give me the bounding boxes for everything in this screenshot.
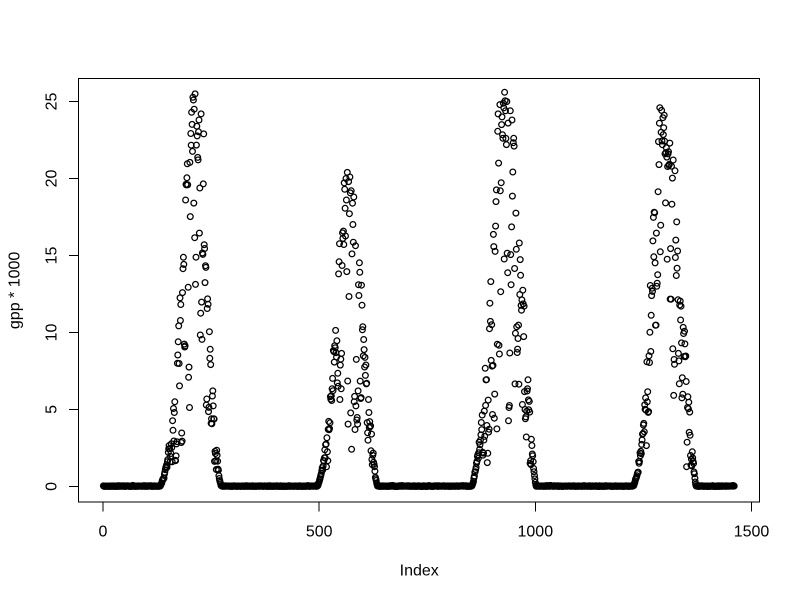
svg-text:0: 0 bbox=[99, 524, 108, 541]
svg-text:1000: 1000 bbox=[518, 524, 554, 541]
svg-text:25: 25 bbox=[43, 93, 60, 111]
svg-text:10: 10 bbox=[43, 324, 60, 342]
svg-text:Index: Index bbox=[400, 563, 439, 580]
svg-text:20: 20 bbox=[43, 170, 60, 188]
svg-text:gpp * 1000: gpp * 1000 bbox=[6, 252, 23, 330]
svg-text:500: 500 bbox=[306, 524, 333, 541]
svg-text:15: 15 bbox=[43, 247, 60, 265]
svg-text:5: 5 bbox=[43, 405, 60, 414]
svg-text:0: 0 bbox=[43, 482, 60, 491]
svg-text:1500: 1500 bbox=[734, 524, 770, 541]
